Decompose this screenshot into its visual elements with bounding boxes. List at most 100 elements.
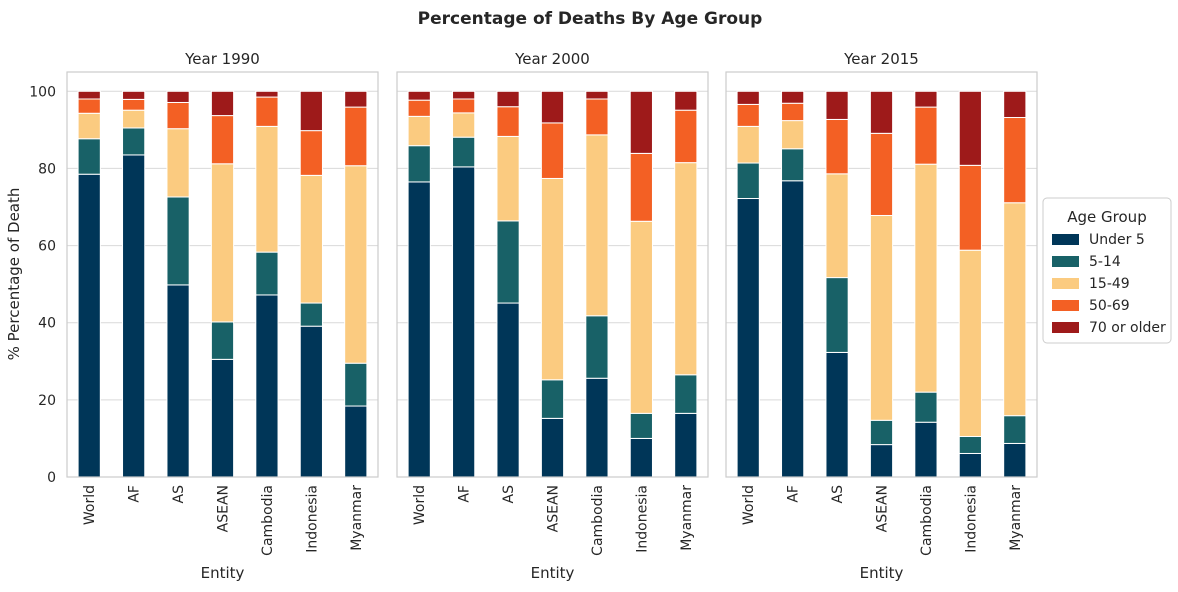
bar-segment	[674, 90, 698, 111]
bar-segment	[299, 325, 323, 478]
bar-segment	[585, 134, 609, 317]
bar-segment	[674, 374, 698, 414]
x-tick-label: Cambodia	[590, 485, 606, 556]
bar-segment	[77, 173, 101, 478]
bar-segment	[407, 145, 431, 183]
bar-segment	[736, 162, 760, 200]
x-tick-label: ASEAN	[216, 485, 232, 532]
x-axis-label: Entity	[860, 564, 904, 582]
bar-segment	[958, 436, 982, 454]
bar-segment	[77, 138, 101, 175]
bar-segment	[674, 412, 698, 478]
panel-frame	[396, 71, 709, 478]
bar-segment	[344, 405, 368, 478]
bar-segment	[914, 90, 938, 108]
bar-segment	[540, 122, 565, 179]
x-tick-label: World	[741, 485, 757, 525]
bar-segment	[407, 181, 431, 478]
x-tick-label: Cambodia	[919, 485, 935, 556]
bar-segment	[255, 125, 279, 253]
bar-segment	[674, 162, 698, 376]
legend-entry: 5-14	[1089, 254, 1121, 270]
bar-segment	[585, 98, 609, 136]
x-tick-label: Myanmar	[1008, 485, 1024, 551]
bar-segment	[496, 302, 520, 478]
bar-segment	[914, 106, 938, 165]
legend-entry: 70 or older	[1089, 320, 1166, 336]
bar-segment	[122, 154, 146, 478]
bar-segment	[540, 417, 565, 478]
bar-segment	[452, 166, 476, 478]
bar-segment	[122, 90, 146, 100]
bar-segment	[77, 90, 101, 100]
bar-segment	[825, 351, 849, 478]
bar-segment	[869, 90, 894, 134]
bar-segment	[299, 302, 323, 327]
bar-segment	[825, 173, 849, 279]
bar-segment	[496, 135, 520, 222]
x-tick-label: AF	[127, 485, 143, 503]
bar-segment	[540, 90, 565, 124]
panel-title: Year 2000	[514, 50, 590, 68]
bar-segment	[781, 120, 805, 150]
x-tick-label: AS	[830, 485, 846, 504]
bar-segment	[166, 284, 190, 478]
bar-segment	[210, 115, 235, 165]
bar-segment	[958, 249, 982, 437]
bar-segment	[781, 102, 805, 122]
bar-segment	[736, 103, 760, 127]
bar-segment	[781, 90, 805, 104]
y-tick-label: 60	[38, 239, 56, 255]
x-tick-label: Indonesia	[634, 485, 650, 553]
x-tick-label: Myanmar	[349, 485, 365, 551]
legend-entry: Under 5	[1089, 232, 1145, 248]
x-tick-label: AS	[501, 485, 517, 504]
x-tick-label: Cambodia	[260, 485, 276, 556]
bar-segment	[825, 277, 849, 353]
bar-segment	[255, 294, 279, 478]
bar-segment	[914, 421, 938, 478]
bar-segment	[166, 128, 190, 198]
x-tick-label: Indonesia	[304, 485, 320, 553]
x-axis-label: Entity	[531, 564, 575, 582]
bar-segment	[77, 112, 101, 140]
x-tick-label: ASEAN	[546, 485, 562, 532]
bar-segment	[629, 412, 653, 439]
legend-entry: 15-49	[1089, 276, 1130, 292]
bar-segment	[540, 177, 565, 381]
bar-segment	[1003, 415, 1027, 444]
x-tick-label: Myanmar	[679, 485, 695, 551]
y-tick-label: 40	[38, 316, 56, 332]
bar-segment	[496, 90, 520, 108]
bar-segment	[299, 90, 323, 132]
legend-swatch	[1052, 256, 1079, 267]
bar-segment	[77, 98, 101, 114]
panel-3: World AF AS ASEAN Cambodia Indonesia Myanmar Ye…	[725, 50, 1038, 582]
panel-title: Year 2015	[843, 50, 919, 68]
bar-segment	[736, 198, 760, 478]
bar-segment	[299, 130, 323, 176]
bar-segment	[781, 148, 805, 182]
bar-segment	[452, 98, 476, 114]
bar-segment	[736, 125, 760, 164]
y-tick-label: 20	[38, 393, 56, 409]
bar-segment	[540, 379, 565, 419]
bar-segment	[166, 90, 190, 103]
bar-segment	[255, 251, 279, 296]
bar-segment	[674, 109, 698, 164]
bar-segment	[585, 377, 609, 478]
bar-segment	[344, 106, 368, 167]
bar-segment	[496, 106, 520, 137]
bar-segment	[629, 90, 653, 154]
bar-segment	[344, 362, 368, 407]
panel-2: World AF AS ASEAN Cambodia Indonesia Myanmar Ye…	[396, 50, 709, 582]
bar-segment	[1003, 202, 1027, 417]
bar-segment	[452, 112, 476, 138]
bar-segment	[629, 152, 653, 222]
bar-segment	[825, 90, 849, 120]
x-tick-label: ASEAN	[875, 485, 891, 532]
bar-segment	[299, 174, 323, 304]
bar-segment	[629, 220, 653, 414]
bar-segment	[255, 96, 279, 127]
